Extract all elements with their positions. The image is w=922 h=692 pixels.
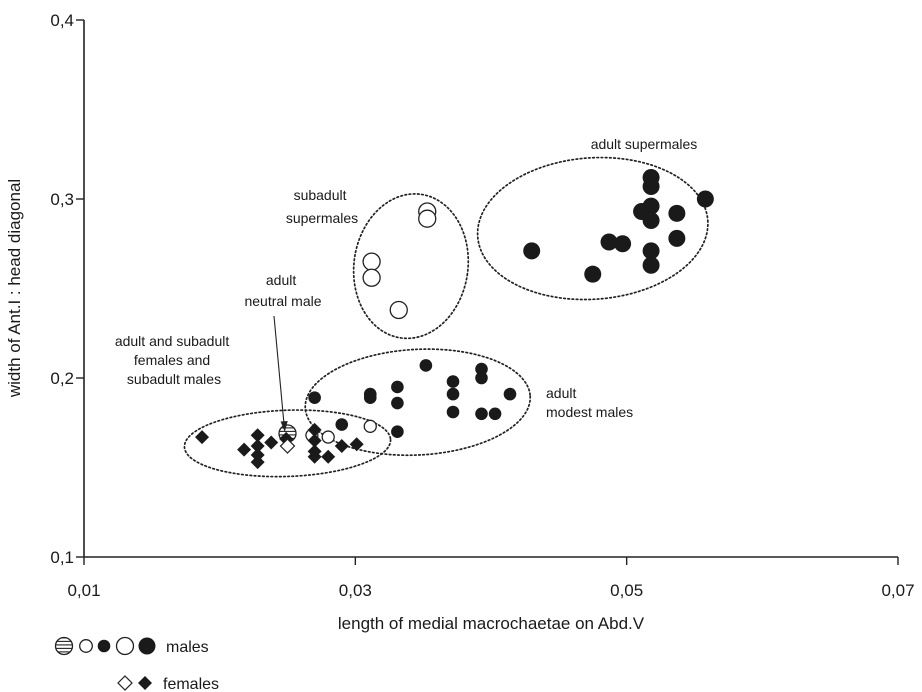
data-point-filled-diamond	[264, 435, 279, 450]
legend-marker-large-filled-circle	[138, 637, 156, 655]
data-point-small-open-circle	[363, 419, 377, 433]
legend-marker-open-diamond	[117, 675, 133, 691]
annotation-line: subadult	[294, 187, 347, 203]
y-tick-label: 0,2	[50, 369, 74, 388]
annotation-line: adult	[266, 272, 296, 288]
data-point-large-filled-circle	[668, 204, 686, 222]
x-axis-title: length of medial macrochaetae on Abd.V	[338, 614, 645, 633]
annotation-line: subadult males	[127, 371, 221, 387]
data-point-small-filled-circle	[503, 387, 517, 401]
annotation-line: adult supermales	[591, 136, 698, 152]
annotation-line: adult and subadult	[115, 333, 230, 349]
legend-label-females: females	[163, 676, 219, 692]
cluster-ellipse	[304, 348, 532, 457]
legend-marker-large-open-circle	[115, 636, 135, 656]
annotation-arrowhead	[280, 421, 288, 432]
data-point-small-filled-circle	[419, 359, 433, 372]
data-point-small-filled-circle	[446, 375, 460, 388]
legend: males females	[54, 636, 219, 692]
x-tick-label: 0,07	[881, 581, 914, 600]
x-tick-label: 0,03	[339, 581, 372, 600]
data-points	[195, 169, 714, 470]
data-point-small-filled-circle	[446, 405, 460, 419]
data-point-large-filled-circle	[642, 177, 660, 195]
data-point-filled-diamond	[250, 428, 265, 443]
data-point-filled-diamond	[307, 433, 322, 448]
data-point-small-filled-circle	[335, 418, 349, 431]
data-point-large-filled-circle	[642, 242, 660, 260]
legend-label-males: males	[166, 639, 209, 656]
cluster-ellipse	[352, 193, 470, 340]
legend-marker-small-filled-circle	[97, 639, 111, 653]
data-point-large-filled-circle	[523, 242, 541, 260]
annotation-line: supermales	[286, 210, 358, 226]
data-point-large-open-circle	[418, 209, 437, 228]
annotation-line: modest males	[546, 404, 633, 420]
legend-marker-filled-diamond	[138, 676, 152, 690]
data-point-large-filled-circle	[614, 235, 632, 253]
cluster-ellipse	[476, 156, 709, 301]
data-point-filled-diamond	[307, 449, 322, 464]
data-point-large-open-circle	[362, 268, 381, 287]
data-point-large-filled-circle	[584, 265, 602, 283]
data-point-small-filled-circle	[475, 407, 488, 421]
data-point-large-filled-circle	[642, 211, 660, 229]
annotation-adult-neutral-male: adult neutral male	[244, 272, 321, 309]
data-point-small-filled-circle	[391, 396, 404, 410]
legend-females-markers	[117, 675, 152, 691]
y-axis-title: width of Ant.I : head diagonal	[5, 179, 24, 398]
cluster-ellipse	[183, 409, 392, 478]
annotation-subadult-supermales: subadult supermales	[286, 187, 358, 226]
annotation-females-subadult-males: adult and subadult females and subadult …	[115, 333, 233, 387]
data-point-small-filled-circle	[446, 387, 460, 401]
annotation-adult-supermales: adult supermales	[591, 136, 698, 152]
data-point-small-filled-circle	[391, 380, 404, 394]
data-point-small-filled-circle	[363, 391, 377, 404]
axis-ticks: 0,01 0,03 0,05 0,07 0,1 0,2 0,3 0,4	[50, 11, 914, 600]
annotation-line: females and	[134, 352, 210, 368]
data-point-large-filled-circle	[600, 233, 618, 251]
data-point-small-open-circle	[321, 430, 335, 444]
data-point-filled-diamond	[334, 439, 349, 454]
data-point-open-diamond	[279, 438, 296, 454]
annotation-adult-modest-males: adult modest males	[546, 385, 633, 420]
x-tick-label: 0,01	[67, 581, 100, 600]
data-point-filled-diamond	[349, 437, 364, 452]
data-point-filled-diamond	[237, 442, 252, 457]
data-point-small-filled-circle	[475, 362, 488, 376]
data-point-small-filled-circle	[391, 425, 404, 439]
data-point-large-open-circle	[389, 300, 408, 320]
axes	[83, 20, 898, 558]
data-point-large-open-circle	[362, 252, 381, 271]
data-point-large-filled-circle	[696, 190, 714, 208]
data-point-small-filled-circle	[488, 407, 502, 421]
y-tick-label: 0,3	[50, 190, 74, 209]
data-point-filled-diamond	[250, 439, 265, 454]
annotation-line: adult	[546, 385, 576, 401]
legend-marker-hatched-circle	[54, 636, 74, 656]
legend-marker-small-open-circle	[79, 639, 93, 653]
data-point-filled-diamond	[321, 449, 336, 464]
data-point-large-filled-circle	[642, 197, 660, 215]
annotation-arrow	[273, 315, 285, 425]
x-tick-label: 0,05	[610, 581, 643, 600]
data-point-filled-diamond	[250, 447, 265, 462]
legend-males-markers	[54, 636, 156, 656]
annotation-line: neutral male	[244, 293, 321, 309]
cluster-outlines	[183, 156, 709, 478]
data-point-large-filled-circle	[668, 229, 686, 247]
data-point-large-filled-circle	[642, 256, 660, 274]
data-point-small-filled-circle	[308, 391, 321, 404]
y-tick-label: 0,4	[50, 11, 74, 30]
data-point-filled-diamond	[250, 455, 265, 470]
data-point-small-filled-circle	[475, 371, 488, 385]
y-tick-label: 0,1	[50, 548, 74, 567]
data-point-filled-diamond	[307, 422, 322, 437]
data-point-filled-diamond	[195, 430, 210, 445]
